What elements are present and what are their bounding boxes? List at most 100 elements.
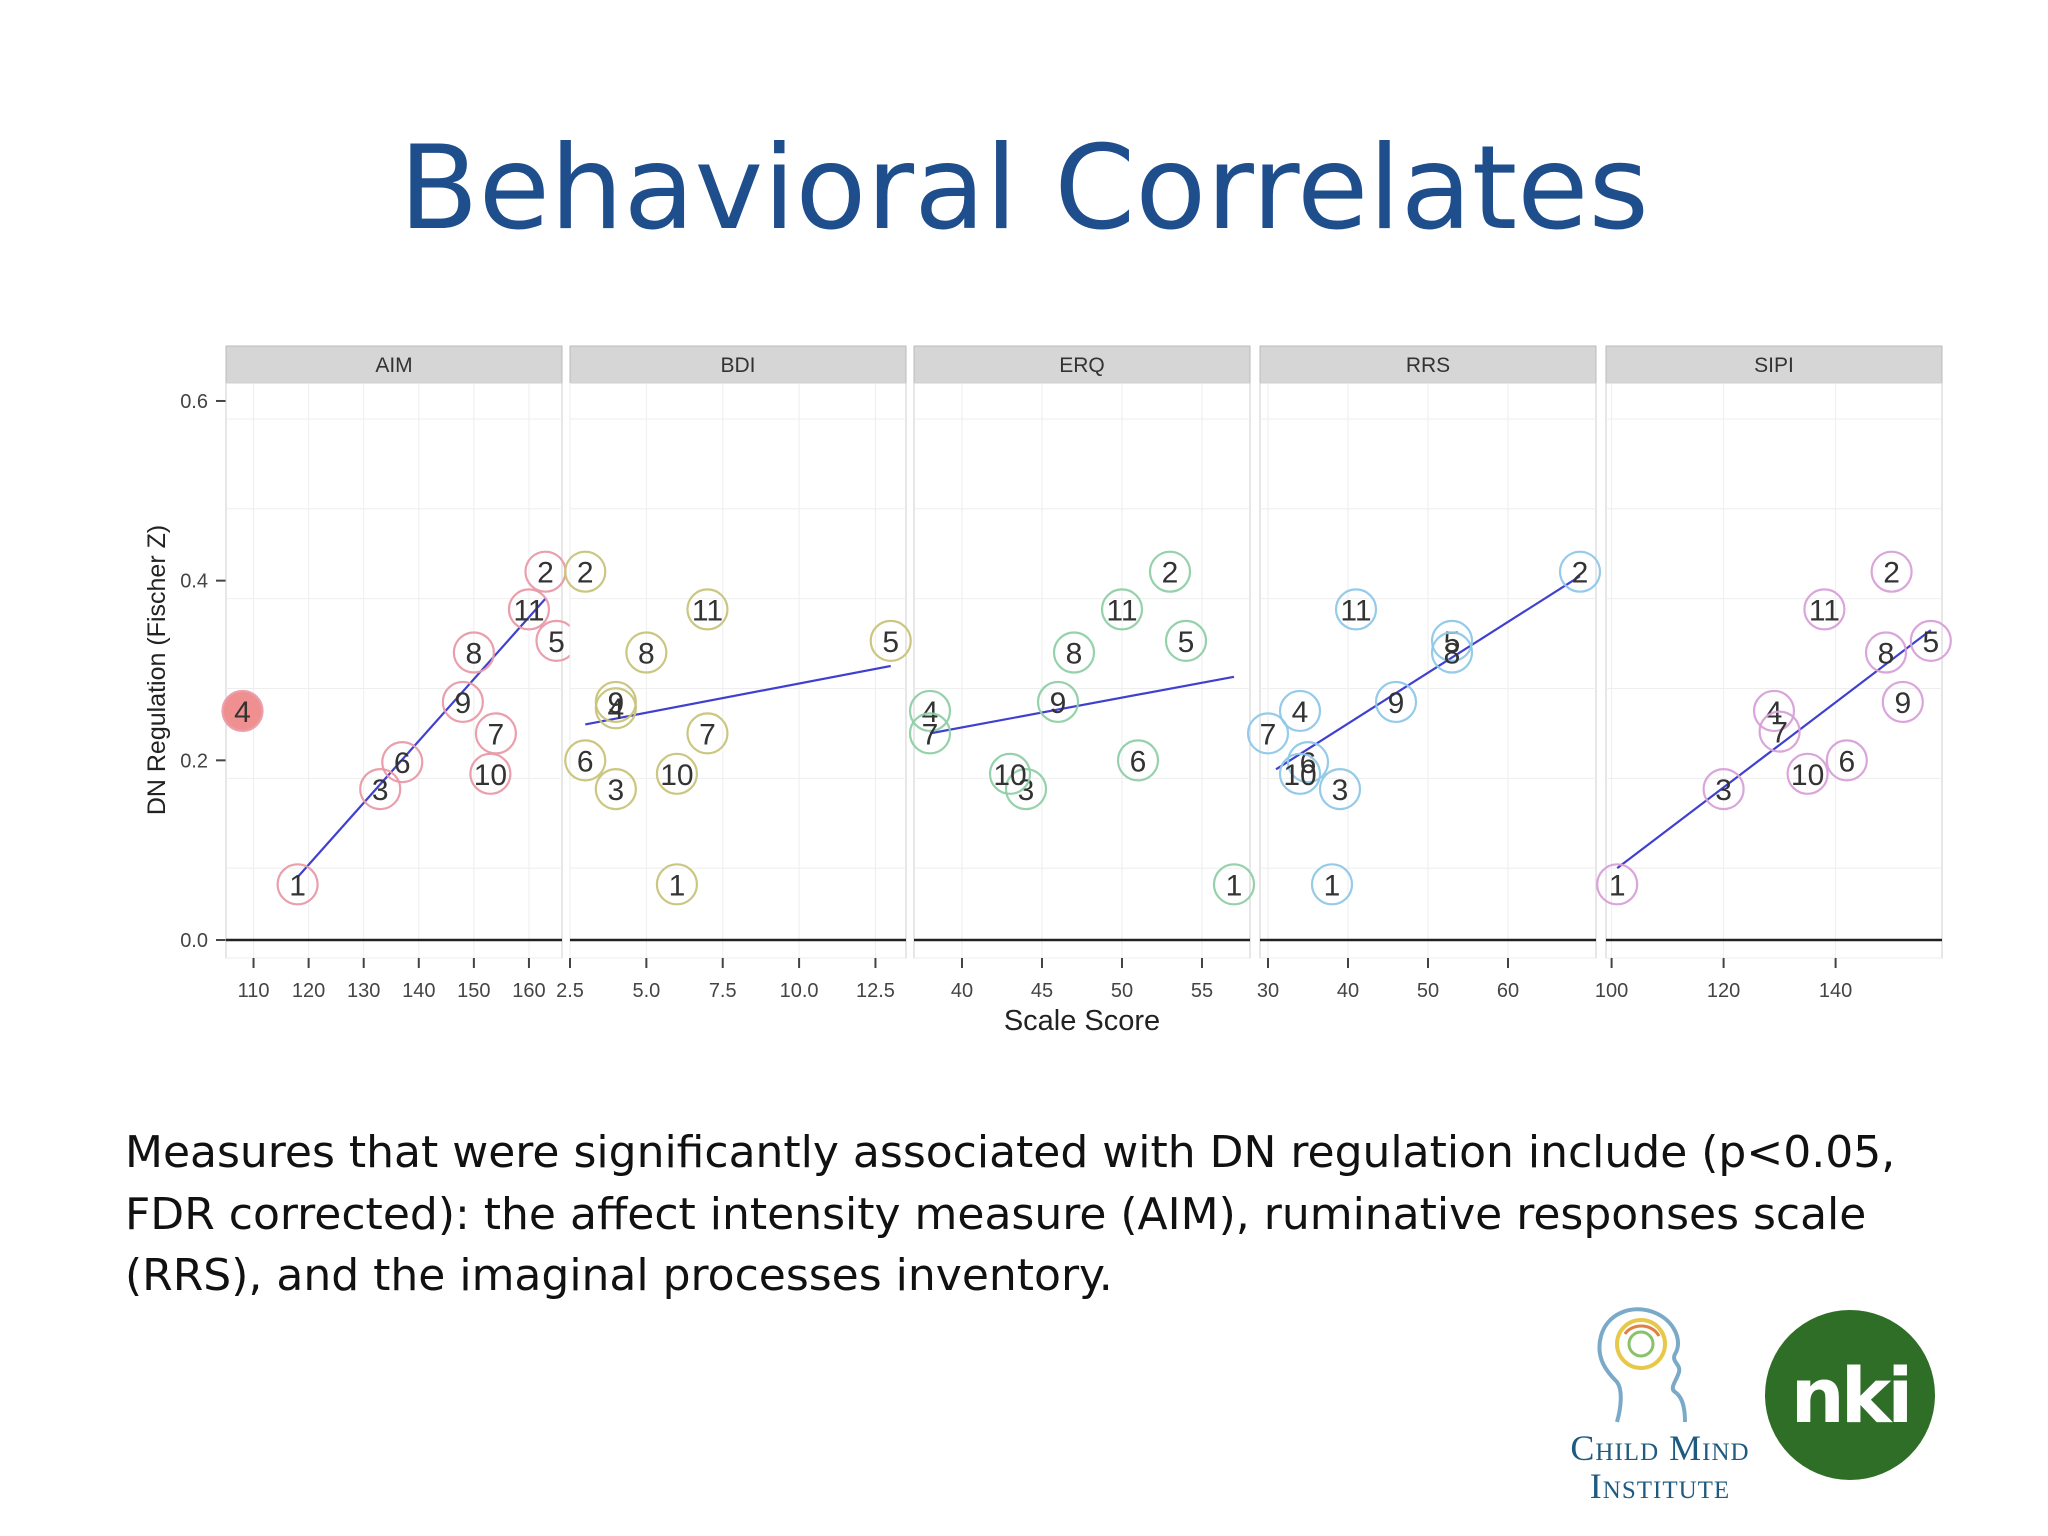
data-point: 3	[1318, 767, 1362, 811]
data-point: 3	[1702, 767, 1745, 811]
fit-line	[1275, 575, 1581, 771]
point-label: 8	[466, 638, 483, 671]
point-label: 7	[1260, 718, 1277, 751]
point-circle	[1310, 863, 1354, 906]
data-point: 6	[1116, 739, 1160, 782]
point-circle	[1430, 619, 1474, 662]
institute-text: Institute	[1589, 1466, 1731, 1506]
point-label: 2	[537, 557, 554, 590]
point-circle	[474, 712, 518, 755]
point-circle	[869, 619, 912, 662]
data-point: 6	[564, 739, 607, 782]
point-circle	[1164, 619, 1208, 662]
point-label: 8	[638, 638, 655, 671]
panel-strip-label: ERQ	[1059, 354, 1105, 377]
x-tick-label: 7.5	[709, 980, 737, 1002]
point-circle	[1596, 863, 1639, 906]
data-point: 8	[625, 631, 668, 674]
panel-bdi: BDI 2.5 5.0 7.5 10.0 12.5 1 2 3 4 5 6 7 89 10 11	[556, 345, 912, 1002]
point-label: 5	[1922, 626, 1939, 659]
panel-strip	[569, 345, 907, 384]
point-circle	[1148, 550, 1192, 593]
point-circle	[1286, 741, 1330, 784]
panel-strip-label: RRS	[1406, 354, 1450, 377]
fit-line	[296, 597, 547, 878]
data-point: 3	[594, 767, 637, 811]
point-circle	[1278, 689, 1322, 733]
data-point: 10	[1278, 752, 1322, 795]
data-point: 2	[1558, 550, 1602, 593]
x-tick-label: 120	[292, 980, 325, 1002]
point-label: 1	[1324, 869, 1341, 902]
point-circle	[1758, 710, 1801, 753]
point-label: 11	[1106, 594, 1137, 627]
point-label: 7	[1771, 717, 1788, 750]
data-point: 8	[1052, 631, 1096, 674]
child-mind-institute-logo: Child Mind Institute	[1535, 1300, 1785, 1510]
point-label: 5	[1444, 626, 1461, 659]
caption-line-1: Measures that were significantly associa…	[125, 1127, 1896, 1178]
x-tick-label: 5.0	[632, 980, 660, 1002]
point-circle	[625, 631, 668, 674]
point-label: 8	[1444, 638, 1461, 671]
point-label: 9	[1050, 687, 1067, 720]
caption-line-3: (RRS), and the imaginal processes invent…	[125, 1250, 1113, 1302]
data-point: 8	[452, 631, 495, 674]
point-label: 7	[699, 718, 716, 751]
slide-title: Behavioral Correlates	[398, 121, 1649, 256]
x-tick-label: 40	[951, 980, 973, 1002]
point-circle	[686, 712, 729, 755]
panel-strip	[1605, 345, 1943, 384]
x-tick-label: 45	[1031, 980, 1053, 1002]
fit-line	[1616, 629, 1932, 870]
data-point: 1	[1596, 863, 1639, 906]
point-circle	[1786, 752, 1829, 795]
panel-background	[1605, 382, 1943, 959]
y-axis-title: DN Regulation (Fischer Z)	[143, 525, 171, 815]
data-point: 6	[1825, 739, 1868, 782]
point-label: 2	[577, 557, 594, 590]
point-circle	[1246, 712, 1290, 755]
point-label: 11	[1809, 594, 1840, 627]
child-mind-text: Child Mind	[1570, 1428, 1750, 1468]
point-circle	[1334, 588, 1378, 631]
x-tick-label: 100	[1595, 980, 1628, 1002]
fit-line	[929, 675, 1235, 735]
point-label: 4	[607, 693, 624, 726]
data-point: 1	[1212, 863, 1256, 906]
x-tick-label: 120	[1707, 980, 1740, 1002]
point-label: 5	[1178, 626, 1195, 659]
data-point: 11	[1334, 588, 1378, 631]
point-circle	[1278, 752, 1322, 795]
point-circle	[988, 752, 1032, 795]
point-label: 1	[669, 869, 686, 902]
point-label: 4	[234, 696, 251, 729]
y-tick-label: 0.4	[180, 571, 208, 593]
nki-logo: nki	[1765, 1310, 1935, 1480]
point-label: 6	[1130, 745, 1147, 778]
point-circle	[655, 863, 699, 906]
data-point: 6	[381, 741, 424, 784]
data-point: 2	[1870, 550, 1913, 593]
data-point: 11	[686, 588, 729, 631]
point-label: 7	[922, 718, 939, 751]
panel-aim: AIM 110 120 130 140 150 160 1 2 3 4 5 6 7 8 9 10 11	[221, 345, 578, 1002]
x-tick-label: 60	[1497, 980, 1519, 1002]
y-tick-label: 0.0	[180, 930, 208, 952]
data-point: 11	[1100, 588, 1144, 631]
point-circle	[276, 863, 319, 906]
point-label: 8	[1066, 638, 1083, 671]
data-point: 10	[655, 752, 699, 795]
data-point: 9	[1881, 680, 1924, 724]
point-label: 2	[1883, 557, 1900, 590]
point-label: 3	[607, 774, 624, 807]
data-point: 5	[1430, 619, 1474, 662]
point-circle	[1004, 767, 1048, 811]
data-point: 11	[507, 588, 551, 631]
head-profile-icon	[1597, 1307, 1687, 1423]
data-point: 2	[564, 550, 607, 593]
point-label: 9	[607, 687, 624, 720]
point-label: 7	[488, 718, 505, 751]
data-point: 8	[1430, 631, 1474, 674]
